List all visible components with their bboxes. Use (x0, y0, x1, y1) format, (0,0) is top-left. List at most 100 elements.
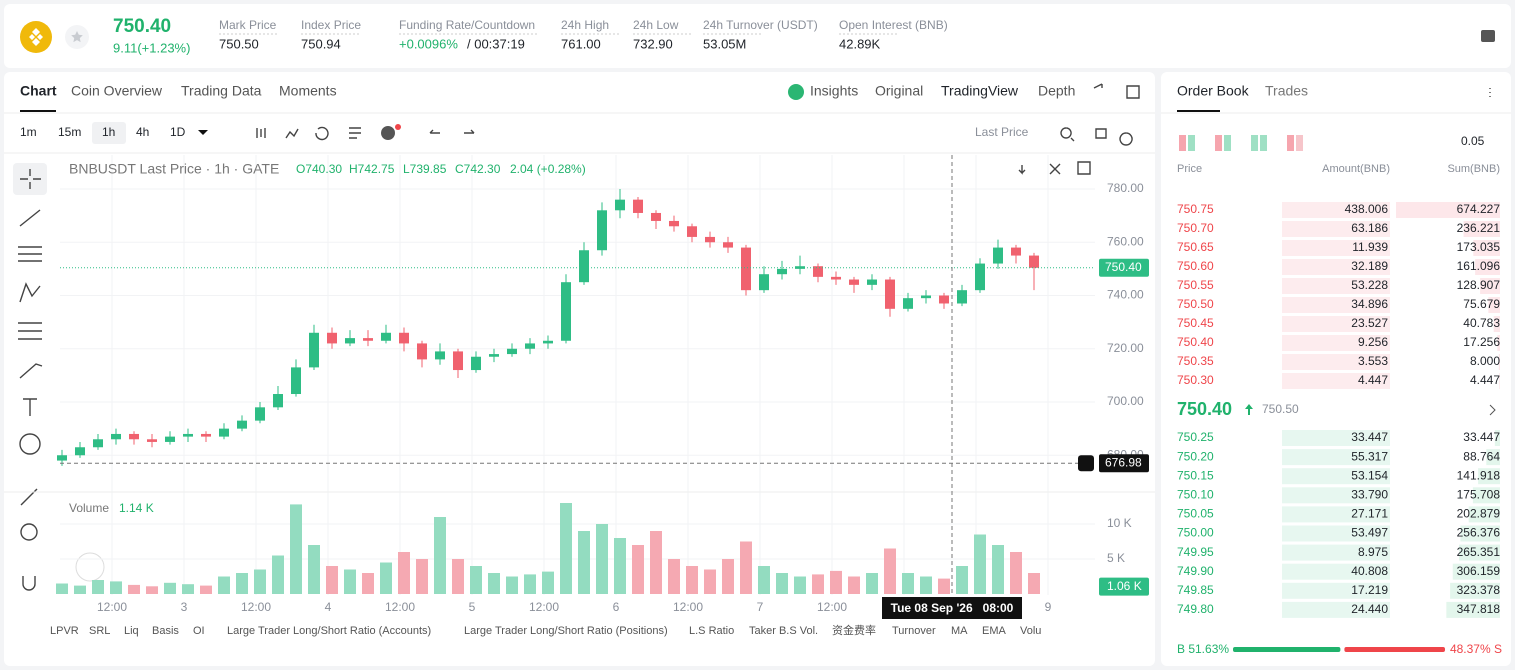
countdown: / 00:37:19 (467, 36, 525, 51)
candle-body (363, 338, 373, 341)
volume-bar (236, 573, 248, 594)
interval[interactable]: 15m (58, 125, 81, 139)
chart-legend: BNBUSDT Last Price · 1h · GATE (69, 161, 279, 177)
tab[interactable]: Trades (1265, 83, 1308, 99)
ob-price: 750.20 (1177, 449, 1214, 463)
indicator-tab[interactable]: SRL (89, 625, 110, 637)
candle-body (309, 332, 319, 368)
volume-bar (596, 524, 608, 594)
plus-btn[interactable] (1078, 455, 1094, 472)
candle-body (669, 220, 679, 227)
y-tick-label: 700.00 (1107, 394, 1144, 408)
volume-bar (254, 569, 266, 594)
ob-amount: 63.186 (1351, 221, 1388, 235)
indicator-tab[interactable]: Liq (124, 625, 139, 637)
x-tick-label: 12:00 (673, 600, 703, 614)
ob-price: 750.25 (1177, 430, 1214, 444)
ob-mode[interactable] (1215, 135, 1222, 151)
ob-sum: 33.447 (1463, 430, 1500, 444)
stat-value: 53.05M (703, 36, 746, 51)
volume-bar (920, 576, 932, 594)
candle-body (291, 367, 301, 395)
step[interactable]: 0.05 (1461, 134, 1485, 148)
ob-price: 750.00 (1177, 526, 1214, 540)
interval[interactable]: 1h (102, 125, 115, 139)
ob-mode[interactable] (1287, 135, 1294, 151)
candle-body (741, 247, 751, 291)
indicator-tab[interactable]: MA (951, 625, 968, 637)
ob-sum: 173.035 (1457, 240, 1501, 254)
candle-body (687, 226, 697, 237)
volume-tag (1099, 577, 1149, 596)
amount-strip (1282, 354, 1390, 370)
chevron[interactable] (1489, 404, 1496, 416)
candle-body (561, 282, 571, 341)
tab[interactable]: Trading Data (181, 83, 262, 99)
ob-amount: 23.527 (1351, 316, 1388, 330)
indicator-tab[interactable]: Turnover (892, 625, 936, 637)
x-tick-label: 3 (181, 600, 188, 614)
ob-sum: 4.447 (1470, 373, 1500, 387)
volume-bar (632, 545, 644, 594)
volume-bar (758, 566, 770, 594)
last-price-label: 750.40 (1105, 260, 1142, 274)
amount-strip (1282, 240, 1390, 256)
candle-body (255, 407, 265, 421)
ob-mode[interactable] (1296, 135, 1303, 151)
view-tab[interactable]: Insights (810, 83, 858, 99)
amount-strip (1282, 202, 1390, 218)
ob-price: 750.50 (1177, 297, 1214, 311)
indicator-tab[interactable]: Large Trader Long/Short Ratio (Accounts) (227, 625, 431, 637)
volume-bar (146, 586, 158, 594)
ob-price: 750.75 (1177, 202, 1214, 216)
amount-strip (1282, 582, 1390, 599)
depth-bar (1488, 297, 1500, 313)
ob-price: 750.60 (1177, 259, 1214, 273)
amount-strip (1282, 259, 1390, 275)
ob-sum: 674.227 (1457, 202, 1501, 216)
stat-value: +0.0096% (399, 36, 458, 51)
volume-bar (884, 548, 896, 594)
indicator-tab[interactable]: Taker B.S Vol. (749, 625, 818, 637)
interval[interactable]: 1m (20, 125, 37, 139)
ob-amount: 33.790 (1351, 487, 1388, 501)
indicator-tab[interactable]: 资金费率 (832, 623, 876, 637)
candle-body (867, 279, 877, 285)
notice-icon[interactable] (1481, 30, 1495, 42)
volume-bar (974, 534, 986, 594)
tab[interactable]: Order Book (1177, 83, 1250, 99)
candle-body (597, 210, 607, 251)
indicator-tab[interactable]: OI (193, 625, 205, 637)
tab[interactable]: Chart (20, 83, 57, 99)
candle-body (885, 279, 895, 309)
price-source[interactable]: Last Price (975, 125, 1029, 139)
stat-value: 750.94 (301, 36, 341, 51)
view-tab[interactable]: TradingView (941, 83, 1019, 99)
y-tick-label: 780.00 (1107, 181, 1144, 195)
volume-bar (128, 584, 140, 594)
interval[interactable]: 4h (136, 125, 149, 139)
indicator-tab[interactable]: L.S Ratio (689, 625, 734, 637)
candle-body (525, 343, 535, 349)
dropdown[interactable] (198, 130, 208, 135)
view-tab[interactable]: Original (875, 83, 923, 99)
indicator-icon[interactable] (381, 126, 395, 140)
ob-mode[interactable] (1224, 135, 1231, 151)
indicator-tab[interactable]: Basis (152, 625, 179, 637)
ob-sum: 128.907 (1457, 278, 1501, 292)
indicator-tab[interactable]: Large Trader Long/Short Ratio (Positions… (464, 625, 668, 637)
ob-mode[interactable] (1251, 135, 1258, 151)
ob-mode[interactable] (1260, 135, 1267, 151)
tab[interactable]: Coin Overview (71, 83, 163, 99)
indicator-tab[interactable]: LPVR (50, 625, 79, 637)
view-tab[interactable]: Depth (1038, 83, 1075, 99)
tab[interactable]: Moments (279, 83, 337, 99)
ob-mode[interactable] (1179, 135, 1186, 151)
ob-mode[interactable] (1188, 135, 1195, 151)
indicator-tab[interactable]: EMA (982, 625, 1007, 637)
indicator-tab[interactable]: Volu (1020, 625, 1041, 637)
amount-strip (1282, 335, 1390, 351)
volume-bar (938, 578, 950, 594)
ob-amount: 32.189 (1351, 259, 1388, 273)
interval[interactable]: 1D (170, 125, 186, 139)
